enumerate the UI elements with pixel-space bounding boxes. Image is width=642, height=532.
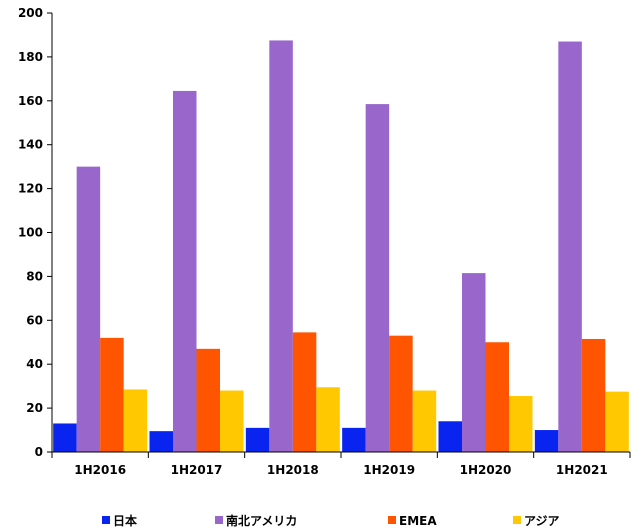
bars-layer (53, 40, 629, 453)
bar-1h2019-0 (342, 427, 366, 452)
bar-1h2021-3 (605, 391, 629, 452)
bar-1h2018-3 (316, 387, 340, 452)
legend: 日本 南北アメリカ EMEA アジア (102, 513, 560, 528)
y-tick-label: 100 (18, 226, 43, 240)
legend-label: アジア (524, 514, 560, 528)
y-tick-label: 20 (26, 401, 43, 415)
bar-1h2019-2 (389, 335, 413, 452)
legend-swatch (102, 516, 110, 524)
bar-1h2020-2 (485, 342, 509, 452)
legend-swatch (215, 516, 223, 524)
bar-1h2021-0 (534, 430, 559, 452)
bar-1h2018-1 (269, 40, 293, 452)
y-tick-label: 80 (26, 269, 43, 283)
bar-1h2020-1 (462, 273, 486, 452)
bar-1h2017-3 (220, 390, 244, 452)
legend-label: 日本 (113, 513, 137, 528)
y-tick-label: 180 (18, 50, 43, 64)
y-tick-label: 40 (26, 357, 43, 371)
axes-layer: 0 20 40 60 80 100 120 140 160 180 200 1H2016 1H2017 1… (18, 6, 631, 477)
bar-1h2018-0 (245, 427, 270, 452)
bar-1h2019-3 (412, 390, 437, 452)
legend-swatch (513, 516, 521, 524)
bar-1h2018-2 (292, 332, 317, 452)
x-tick-label: 1H2018 (267, 463, 319, 477)
bar-1h2021-1 (558, 41, 582, 452)
bar-1h2020-0 (438, 421, 462, 452)
bar-1h2016-2 (100, 337, 124, 452)
bar-1h2017-0 (149, 431, 173, 452)
bar-1h2019-1 (365, 104, 390, 452)
y-tick-label: 0 (35, 445, 43, 459)
bar-1h2017-2 (196, 348, 220, 452)
legend-label: 南北アメリカ (226, 513, 297, 528)
bar-1h2017-1 (173, 90, 197, 453)
legend-swatch (388, 516, 396, 524)
bar-1h2016-1 (76, 166, 101, 452)
y-tick-label: 140 (18, 138, 43, 152)
y-tick-label: 60 (26, 313, 43, 327)
bar-1h2020-3 (509, 396, 533, 452)
y-tick-label: 200 (18, 6, 43, 20)
y-tick-label: 160 (18, 94, 43, 108)
bar-1h2016-3 (123, 389, 148, 452)
y-tick-label: 120 (18, 182, 43, 196)
legend-label: EMEA (399, 514, 437, 528)
x-tick-label: 1H2016 (74, 463, 126, 477)
bar-1h2016-0 (53, 423, 77, 452)
x-tick-label: 1H2019 (363, 463, 415, 477)
x-tick-label: 1H2020 (460, 463, 512, 477)
x-tick-label: 1H2017 (171, 463, 223, 477)
bar-1h2021-2 (581, 338, 606, 452)
x-tick-label: 1H2021 (556, 463, 608, 477)
